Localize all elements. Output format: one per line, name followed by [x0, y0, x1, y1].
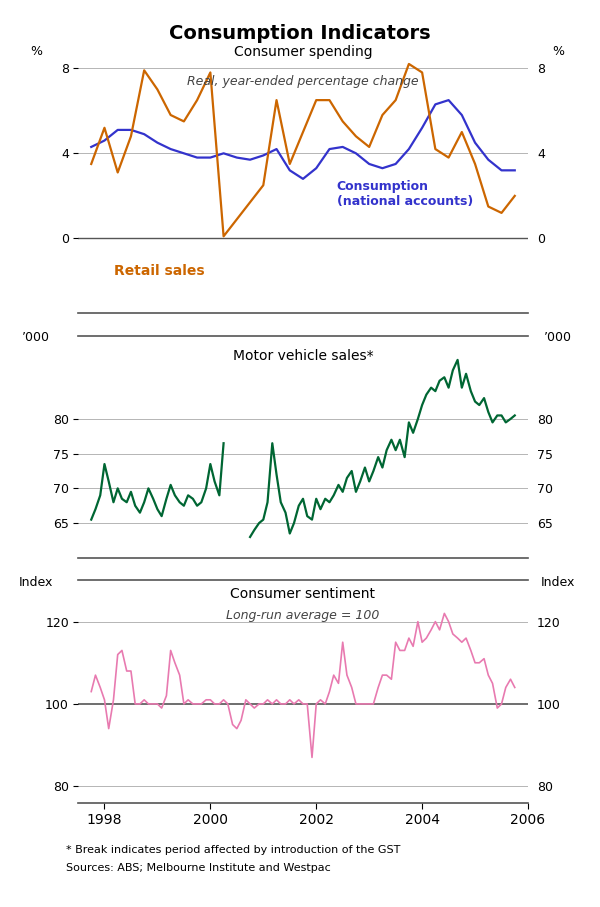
Text: %: % — [30, 44, 42, 57]
Text: ’000: ’000 — [22, 331, 50, 344]
Text: Long-run average = 100: Long-run average = 100 — [226, 610, 380, 622]
Text: Retail sales: Retail sales — [114, 265, 205, 278]
Text: Index: Index — [541, 576, 575, 589]
Text: %: % — [552, 44, 564, 57]
Text: Consumption
(national accounts): Consumption (national accounts) — [337, 180, 473, 208]
Text: Index: Index — [19, 576, 53, 589]
Text: Motor vehicle sales*: Motor vehicle sales* — [233, 349, 373, 363]
Text: Sources: ABS; Melbourne Institute and Westpac: Sources: ABS; Melbourne Institute and We… — [66, 863, 331, 873]
Text: Consumer sentiment: Consumer sentiment — [230, 587, 376, 601]
Text: Real, year-ended percentage change: Real, year-ended percentage change — [187, 75, 419, 88]
Text: * Break indicates period affected by introduction of the GST: * Break indicates period affected by int… — [66, 845, 400, 855]
Text: Consumption Indicators: Consumption Indicators — [169, 24, 431, 43]
Text: ’000: ’000 — [544, 331, 572, 344]
Text: Consumer spending: Consumer spending — [233, 44, 373, 59]
